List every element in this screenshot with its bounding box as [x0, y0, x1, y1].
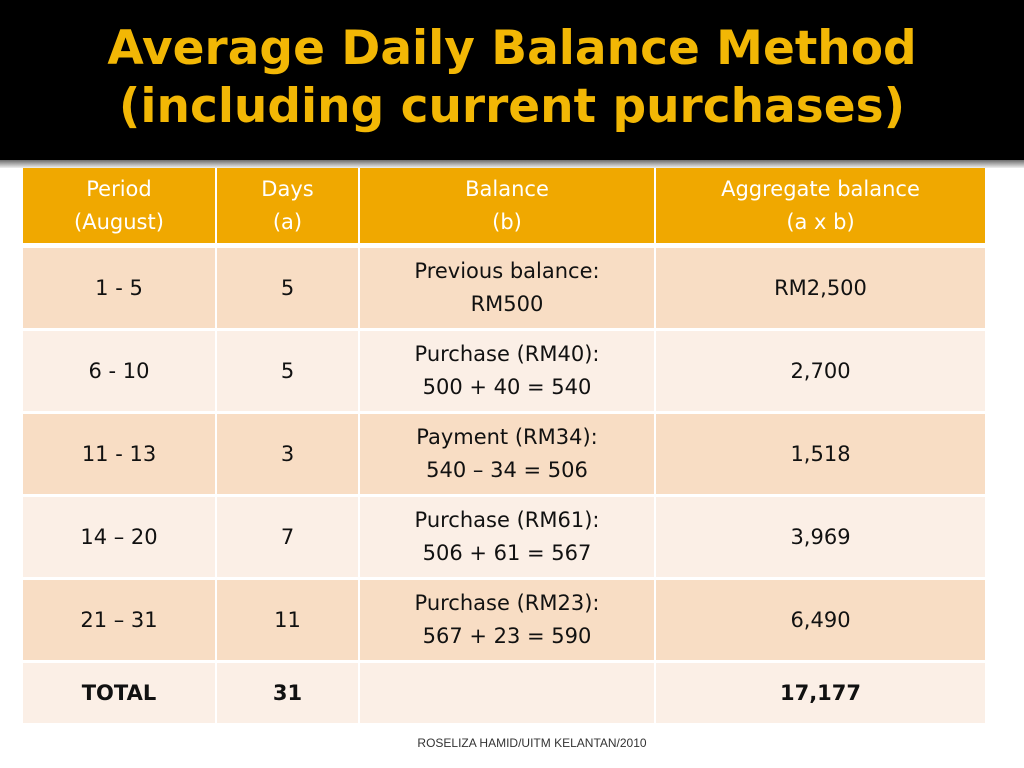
header-aggregate-sublabel: (a x b) — [786, 209, 855, 234]
balance-cell: Payment (RM34): 540 – 34 = 506 — [359, 412, 656, 497]
total-aggregate: 17,177 — [655, 661, 985, 726]
balance-table: Period (August) Days (a) Balance (b) Agg… — [23, 168, 985, 726]
total-label: TOTAL — [23, 661, 217, 726]
balance-calculation: 500 + 40 = 540 — [422, 375, 592, 399]
balance-calculation: 567 + 23 = 590 — [422, 624, 592, 648]
header-balance: Balance (b) — [359, 168, 656, 248]
table-row: 1 - 5 5 Previous balance: RM500 RM2,500 — [23, 245, 985, 331]
header-balance-sublabel: (b) — [492, 209, 522, 234]
header-period-label: Period — [86, 176, 152, 201]
days-cell: 3 — [216, 412, 360, 497]
days-cell: 5 — [216, 245, 360, 331]
table-header-row: Period (August) Days (a) Balance (b) Agg… — [23, 168, 985, 248]
balance-cell: Purchase (RM40): 500 + 40 = 540 — [359, 329, 656, 414]
header-period: Period (August) — [23, 168, 217, 248]
slide-title-line-2: (including current purchases) — [118, 79, 906, 134]
total-balance — [359, 661, 656, 726]
table-row: 6 - 10 5 Purchase (RM40): 500 + 40 = 540… — [23, 329, 985, 414]
aggregate-cell: 3,969 — [655, 495, 985, 580]
aggregate-cell: 6,490 — [655, 578, 985, 663]
balance-description: Purchase (RM40): — [414, 342, 600, 366]
balance-description: Purchase (RM61): — [414, 508, 600, 532]
balance-cell: Previous balance: RM500 — [359, 245, 656, 331]
balance-calculation: 540 – 34 = 506 — [426, 458, 588, 482]
title-band — [0, 0, 1024, 160]
balance-cell: Purchase (RM23): 567 + 23 = 590 — [359, 578, 656, 663]
aggregate-cell: RM2,500 — [655, 245, 985, 331]
slide-title-line-1: Average Daily Balance Method — [107, 21, 917, 76]
aggregate-cell: 2,700 — [655, 329, 985, 414]
balance-description: Payment (RM34): — [416, 425, 598, 449]
days-cell: 7 — [216, 495, 360, 580]
title-divider — [0, 160, 1024, 168]
slide-footer: ROSELIZA HAMID/UITM KELANTAN/2010 — [417, 736, 647, 750]
slide-title: Average Daily Balance Method (including … — [0, 20, 1024, 136]
header-period-sublabel: (August) — [74, 209, 164, 234]
table-row: 14 – 20 7 Purchase (RM61): 506 + 61 = 56… — [23, 495, 985, 580]
balance-description: Purchase (RM23): — [414, 591, 600, 615]
balance-calculation: RM500 — [470, 292, 544, 316]
header-aggregate-label: Aggregate balance — [721, 176, 920, 201]
header-days-label: Days — [261, 176, 314, 201]
header-balance-label: Balance — [465, 176, 549, 201]
period-cell: 14 – 20 — [23, 495, 217, 580]
period-cell: 6 - 10 — [23, 329, 217, 414]
balance-calculation: 506 + 61 = 567 — [422, 541, 592, 565]
header-aggregate: Aggregate balance (a x b) — [655, 168, 985, 248]
balance-description: Previous balance: — [414, 259, 600, 283]
aggregate-cell: 1,518 — [655, 412, 985, 497]
total-row: TOTAL 31 17,177 — [23, 661, 985, 726]
header-days: Days (a) — [216, 168, 360, 248]
period-cell: 21 – 31 — [23, 578, 217, 663]
total-days: 31 — [216, 661, 360, 726]
days-cell: 5 — [216, 329, 360, 414]
header-days-sublabel: (a) — [272, 209, 303, 234]
table-row: 11 - 13 3 Payment (RM34): 540 – 34 = 506… — [23, 412, 985, 497]
period-cell: 1 - 5 — [23, 245, 217, 331]
balance-cell: Purchase (RM61): 506 + 61 = 567 — [359, 495, 656, 580]
table-row: 21 – 31 11 Purchase (RM23): 567 + 23 = 5… — [23, 578, 985, 663]
days-cell: 11 — [216, 578, 360, 663]
period-cell: 11 - 13 — [23, 412, 217, 497]
